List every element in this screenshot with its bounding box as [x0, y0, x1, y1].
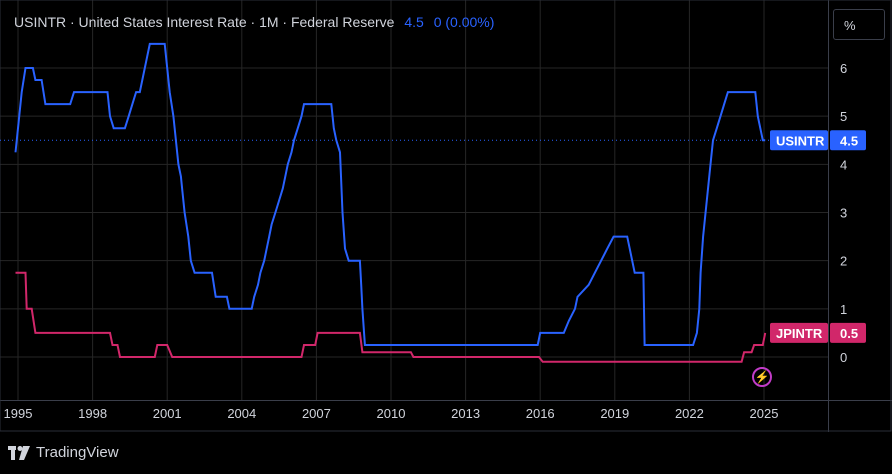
last-value: 4.5 [404, 14, 424, 30]
x-tick-label: 2016 [526, 406, 555, 421]
series-value-box-usintr [830, 130, 866, 151]
x-tick-label: 1995 [4, 406, 33, 421]
y-tick-label: 4 [840, 157, 847, 172]
symbol-title: USINTR · United States Interest Rate · 1… [14, 14, 395, 30]
change-value: 0 (0.00%) [433, 14, 495, 30]
tradingview-logo[interactable]: TradingView [8, 444, 119, 461]
x-tick-label: 2004 [227, 406, 256, 421]
series-tag-name: JPINTR [776, 326, 823, 341]
series-tag-jpintr [770, 322, 828, 343]
x-tick-label: 2007 [302, 406, 331, 421]
x-tick-label: 2025 [750, 406, 779, 421]
chart-frame [0, 0, 892, 432]
x-tick-label: 2022 [675, 406, 704, 421]
y-tick-label: 5 [840, 109, 847, 124]
unit-selector[interactable]: % [833, 9, 885, 40]
y-tick-label: 3 [840, 206, 847, 221]
x-tick-label: 2019 [600, 406, 629, 421]
series-line-jpintr [15, 271, 767, 363]
footer [0, 432, 892, 474]
x-tick-label: 2001 [153, 406, 182, 421]
x-tick-label: 2010 [377, 406, 406, 421]
y-tick-label: 0 [840, 350, 847, 365]
brand-name: TradingView [36, 444, 119, 461]
lightning-icon[interactable]: ⚡ [752, 367, 772, 387]
x-tick-label: 1998 [78, 406, 107, 421]
series-value-label: 4.5 [840, 133, 858, 148]
series-value-box-jpintr [830, 322, 866, 343]
x-tick-label: 2013 [451, 406, 480, 421]
series-tag-name: USINTR [776, 133, 825, 148]
series-value-label: 0.5 [840, 326, 858, 341]
y-tick-label: 6 [840, 61, 847, 76]
series-tag-usintr [770, 130, 828, 151]
y-tick-label: 1 [840, 302, 847, 317]
series-line-usintr [14, 42, 766, 346]
y-tick-label: 2 [840, 254, 847, 269]
chart-title: USINTR · United States Interest Rate · 1… [14, 14, 494, 30]
tradingview-icon [8, 445, 30, 460]
